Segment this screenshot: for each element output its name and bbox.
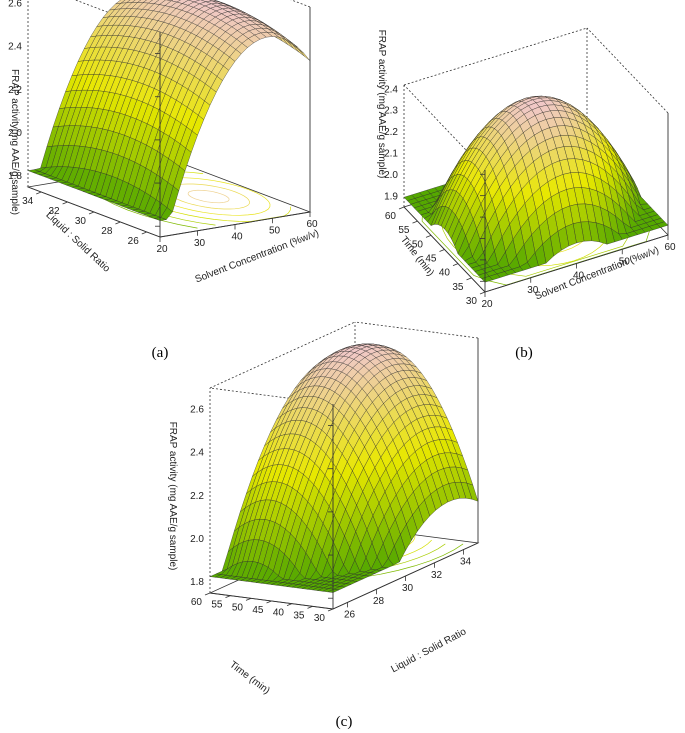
y-tick-label: 32: [48, 206, 60, 217]
z-axis-label: FRAP activity(mg AAE/g sample): [9, 69, 20, 215]
panel-b: 1.92.02.12.22.32.42030405060303540455055…: [376, 27, 676, 310]
y-tick-label: 26: [128, 236, 140, 247]
surface-cell: [327, 589, 340, 593]
x-tick-label: 32: [431, 570, 443, 581]
surface-cell: [481, 276, 493, 283]
z-tick-label: 2.0: [8, 128, 22, 139]
box-edge-dotted: [354, 321, 479, 339]
y-tick-label: 60: [191, 597, 203, 608]
y-tick-label: 40: [273, 608, 285, 619]
z-tick-label: 1.8: [8, 171, 22, 182]
z-tick-label: 2.1: [384, 148, 398, 159]
z-tick-label: 2.2: [8, 85, 22, 96]
panel-a: 1.8 2.0 2.2 2.4 2.6 20 30 40 50 60 26 28 30 32 34FRAP …: [8, 0, 321, 285]
y-tick-label: 34: [22, 196, 34, 207]
caption-b: (b): [515, 345, 533, 361]
z-axis-label: FRAP activity (mg AAE/g sample): [167, 422, 178, 571]
x-tick-label: 28: [373, 596, 385, 607]
y-tick-label: 50: [412, 239, 424, 250]
contour-line: [167, 183, 250, 210]
y-tick-mark: [88, 211, 95, 215]
y-tick-mark: [36, 191, 42, 195]
z-tick-label: 1.8: [190, 577, 204, 588]
x-tick-label: 34: [460, 557, 472, 568]
y-tick-mark: [115, 221, 121, 225]
surface-mesh: [209, 343, 479, 593]
x-tick-label: 30: [527, 285, 539, 296]
z-tick-label: 2.2: [190, 491, 204, 502]
panel-c: 1.8 2.0 2.2 2.4 2.6 26 28 30 32 34 30 35 40 45 50 55 60 F…: [167, 321, 480, 697]
y-tick-label: 55: [398, 225, 410, 236]
y-tick-mark: [307, 605, 313, 609]
y-tick-mark: [412, 220, 418, 224]
surface-mesh: [27, 0, 311, 221]
y-tick-mark: [225, 595, 231, 599]
x-tick-label: 26: [344, 609, 356, 620]
z-tick-label: 1.9: [384, 191, 398, 202]
x-tick-label: 40: [573, 271, 585, 282]
x-tick-label: 40: [231, 232, 243, 243]
y-tick-mark: [327, 608, 334, 612]
y-tick-label: 35: [293, 610, 305, 621]
y-tick-mark: [425, 234, 432, 238]
x-tick-label: 30: [402, 583, 414, 594]
y-tick-label: 30: [466, 296, 478, 307]
y-tick-mark: [466, 277, 472, 281]
y-tick-label: 60: [385, 211, 397, 222]
y-tick-label: 35: [452, 282, 464, 293]
y-tick-mark: [439, 249, 445, 252]
surface-cell: [298, 48, 311, 61]
x-axis-label: Liquid : Solid Ratio: [389, 626, 468, 675]
box-edge-dotted: [403, 27, 588, 86]
caption-c: (c): [336, 714, 353, 730]
z-axis-label: FRAP activity (mg AAE/g sample): [376, 30, 387, 179]
x-tick-label: 30: [194, 238, 206, 249]
caption-a: (a): [152, 345, 169, 361]
z-tick-label: 2.0: [190, 534, 204, 545]
y-tick-mark: [62, 201, 68, 205]
x-tick-label: 20: [156, 244, 168, 255]
z-tick-label: 2.4: [384, 84, 398, 95]
y-tick-mark: [452, 263, 459, 267]
y-tick-label: 30: [75, 216, 87, 227]
surface-cell: [287, 40, 300, 53]
z-tick-label: 2.4: [190, 448, 204, 459]
y-tick-label: 50: [232, 602, 244, 613]
x-tick-label: 60: [306, 219, 318, 230]
z-tick-label: 2.0: [384, 170, 398, 181]
y-tick-label: 40: [439, 268, 451, 279]
z-tick-label: 2.2: [384, 127, 398, 138]
box-edge-dotted: [209, 321, 356, 389]
x-tick-label: 60: [664, 242, 676, 253]
y-tick-label: 45: [425, 254, 437, 265]
box-edge-dotted: [403, 84, 486, 171]
y-axis-label: Time (min): [227, 659, 271, 696]
y-tick-label: 28: [101, 226, 113, 237]
y-tick-label: 45: [252, 605, 264, 616]
y-tick-mark: [286, 603, 293, 607]
y-tick-label: 30: [314, 613, 326, 624]
y-tick-mark: [266, 600, 272, 604]
z-tick-label: 2.6: [190, 405, 204, 416]
y-tick-label: 55: [211, 600, 223, 611]
z-tick-label: 2.6: [8, 0, 22, 10]
x-axis-label: Solvent Concentration (%w/v): [194, 228, 321, 285]
z-tick-label: 2.3: [384, 106, 398, 117]
y-tick-mark: [398, 206, 405, 210]
y-tick-mark: [204, 592, 211, 596]
y-tick-mark: [141, 231, 147, 235]
contour-line: [187, 189, 230, 204]
x-tick-label: 50: [269, 225, 281, 236]
y-tick-mark: [479, 291, 486, 295]
x-tick-label: 50: [619, 256, 631, 267]
x-tick-label: 20: [481, 299, 493, 310]
surface-mesh: [403, 95, 669, 283]
z-tick-label: 2.4: [8, 42, 22, 53]
box-edge-dotted: [586, 27, 669, 114]
surface-cell: [292, 44, 305, 57]
y-tick-mark: [245, 597, 252, 601]
